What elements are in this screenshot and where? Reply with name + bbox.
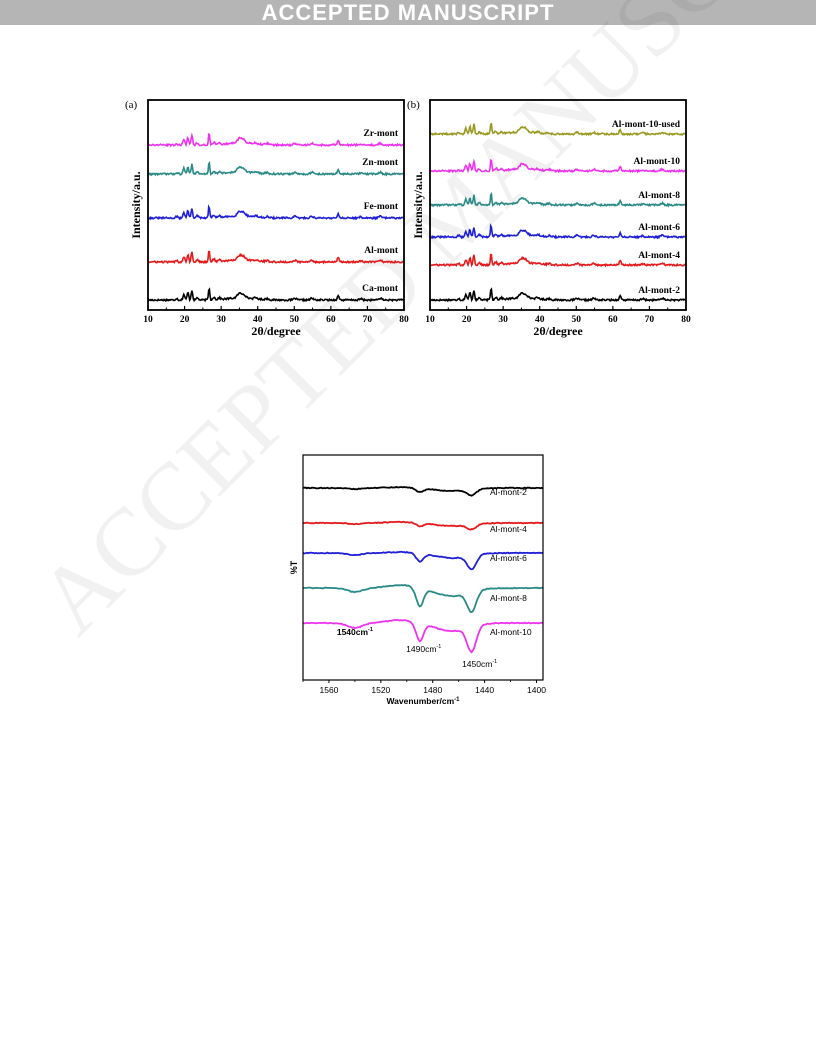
peak-annotation-sup: -1 xyxy=(436,644,441,650)
peak-annotation-sup: -1 xyxy=(492,659,497,665)
accepted-manuscript-banner: ACCEPTED MANUSCRIPT xyxy=(0,0,816,25)
series-line-zr-mont xyxy=(147,132,405,148)
series-label: Al-mont-8 xyxy=(638,191,680,201)
series-label: Al-mont xyxy=(364,246,399,256)
series-label: Al-mont-2 xyxy=(638,286,680,296)
peak-annotation: 1450cm-1 xyxy=(462,659,497,669)
series-label: Al-mont-2 xyxy=(490,487,527,497)
series-line-al-mont-2 xyxy=(302,485,544,497)
plot-frame xyxy=(302,454,544,681)
series-line-zn-mont xyxy=(147,160,405,177)
series-label: Al-mont-10-used xyxy=(612,120,681,130)
x-tick-label: 60 xyxy=(326,315,336,325)
series-label: Al-mont-6 xyxy=(638,223,680,233)
y-axis-label: Intensity/a.u. xyxy=(411,171,425,238)
series-label: Zr-mont xyxy=(364,129,399,139)
series-line-ca-mont xyxy=(147,287,405,303)
x-tick-label: 1400 xyxy=(527,685,546,695)
banner-text: ACCEPTED MANUSCRIPT xyxy=(261,0,555,25)
series-label: Al-mont-6 xyxy=(490,553,527,563)
x-tick-label: 30 xyxy=(498,315,508,325)
series-label: Al-mont-8 xyxy=(490,593,527,603)
x-tick-label: 40 xyxy=(535,315,545,325)
series-label: Al-mont-4 xyxy=(490,524,527,534)
x-tick-label: 10 xyxy=(143,315,153,325)
series-line-al-mont-2 xyxy=(429,287,687,303)
panel-label: (b) xyxy=(407,99,420,111)
x-axis-label: 2θ/degree xyxy=(251,324,301,338)
series-line-al-mont-10 xyxy=(302,618,544,654)
series-line-al-mont xyxy=(147,250,405,265)
x-tick-label: 80 xyxy=(399,315,409,325)
ftir-chart: Al-mont-2 Al-mont-4 Al-mont-6 Al-mont-8 Al-m… xyxy=(289,454,546,706)
x-tick-label: 20 xyxy=(180,315,190,325)
series-line-al-mont-6 xyxy=(302,550,544,571)
x-tick-label: 80 xyxy=(681,315,691,325)
series-line-fe-mont xyxy=(147,204,405,221)
x-tick-label: 60 xyxy=(608,315,618,325)
x-tick-label: 50 xyxy=(572,315,582,325)
x-tick-label: 1560 xyxy=(319,685,338,695)
x-tick-label: 10 xyxy=(425,315,435,325)
peak-annotation: 1490cm-1 xyxy=(406,644,441,654)
x-tick-label: 1480 xyxy=(423,685,442,695)
series-line-al-mont-8 xyxy=(429,191,687,208)
peak-annotation: 1540cm-1 xyxy=(337,627,373,637)
series-line-al-mont-4 xyxy=(302,520,544,531)
series-label: Fe-mont xyxy=(364,202,399,212)
x-axis-label: 2θ/degree xyxy=(533,324,583,338)
series-line-al-mont-10-used xyxy=(429,122,687,137)
series-line-al-mont-10 xyxy=(429,158,687,174)
y-axis-label: %T xyxy=(289,560,299,574)
x-tick-label: 1440 xyxy=(475,685,494,695)
x-tick-label: 70 xyxy=(645,315,655,325)
xrd-chart-a: Ca-mont Al-mont Fe-mont Zn-mont Zr-mont 10 20 3… xyxy=(125,99,409,338)
series-line-al-mont-4 xyxy=(429,253,687,268)
series-line-al-mont-6 xyxy=(429,223,687,240)
x-tick-label: 20 xyxy=(462,315,472,325)
series-label: Ca-mont xyxy=(362,284,399,294)
x-tick-label: 1520 xyxy=(371,685,390,695)
series-label: Al-mont-10 xyxy=(634,157,681,167)
x-tick-label: 30 xyxy=(216,315,226,325)
y-axis-label: Intensity/a.u. xyxy=(129,171,143,238)
x-axis-label-sup: -1 xyxy=(454,697,460,703)
series-label: Al-mont-4 xyxy=(638,251,680,261)
series-label: Al-mont-10 xyxy=(490,627,532,637)
series-line-al-mont-8 xyxy=(302,584,544,613)
x-axis-label: Wavenumber/cm-1 xyxy=(386,696,460,706)
x-tick-label: 50 xyxy=(290,315,300,325)
series-label: Zn-mont xyxy=(362,158,399,168)
xrd-chart-b: Al-mont-2 Al-mont-4 Al-mont-6 Al-mont-8 Al-m… xyxy=(407,99,691,338)
x-tick-label: 70 xyxy=(363,315,373,325)
panel-label: (a) xyxy=(125,99,138,111)
x-tick-label: 40 xyxy=(253,315,263,325)
peak-annotation-sup: -1 xyxy=(368,627,373,633)
